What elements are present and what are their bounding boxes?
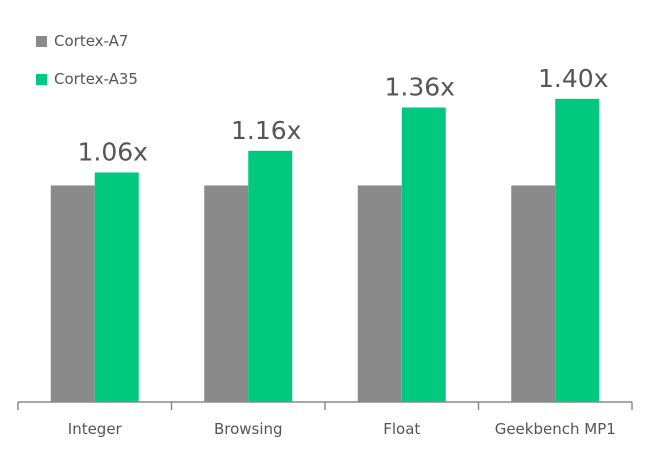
bar-cortex-a7-float bbox=[357, 185, 402, 402]
tick-label-float: Float bbox=[383, 420, 420, 438]
bar-cortex-a35-browsing bbox=[248, 150, 293, 402]
bar-cortex-a35-geekbench-mp1 bbox=[555, 98, 600, 403]
bar-cortex-a7-integer bbox=[50, 185, 95, 402]
data-label-float: 1.36x bbox=[385, 72, 455, 101]
legend-label-cortex-a35: Cortex-A35 bbox=[54, 70, 138, 88]
legend: Cortex-A7 Cortex-A35 bbox=[36, 30, 138, 106]
tick-label-geekbench-mp1: Geekbench MP1 bbox=[495, 420, 616, 438]
tick-label-integer: Integer bbox=[68, 420, 123, 438]
legend-label-cortex-a7: Cortex-A7 bbox=[54, 32, 129, 50]
bar-cortex-a7-geekbench-mp1 bbox=[511, 185, 556, 402]
data-label-integer: 1.06x bbox=[78, 137, 148, 166]
data-label-browsing: 1.16x bbox=[231, 116, 301, 145]
tick-label-browsing: Browsing bbox=[214, 420, 283, 438]
data-label-geekbench-mp1: 1.40x bbox=[538, 64, 608, 93]
bar-cortex-a35-float bbox=[401, 107, 446, 402]
bar-cortex-a7-browsing bbox=[204, 185, 249, 402]
legend-swatch-cortex-a7 bbox=[36, 35, 47, 47]
legend-item-cortex-a7: Cortex-A7 bbox=[36, 30, 138, 52]
bar-cortex-a35-integer bbox=[94, 172, 139, 402]
legend-swatch-cortex-a35 bbox=[36, 73, 47, 85]
legend-item-cortex-a35: Cortex-A35 bbox=[36, 68, 138, 90]
